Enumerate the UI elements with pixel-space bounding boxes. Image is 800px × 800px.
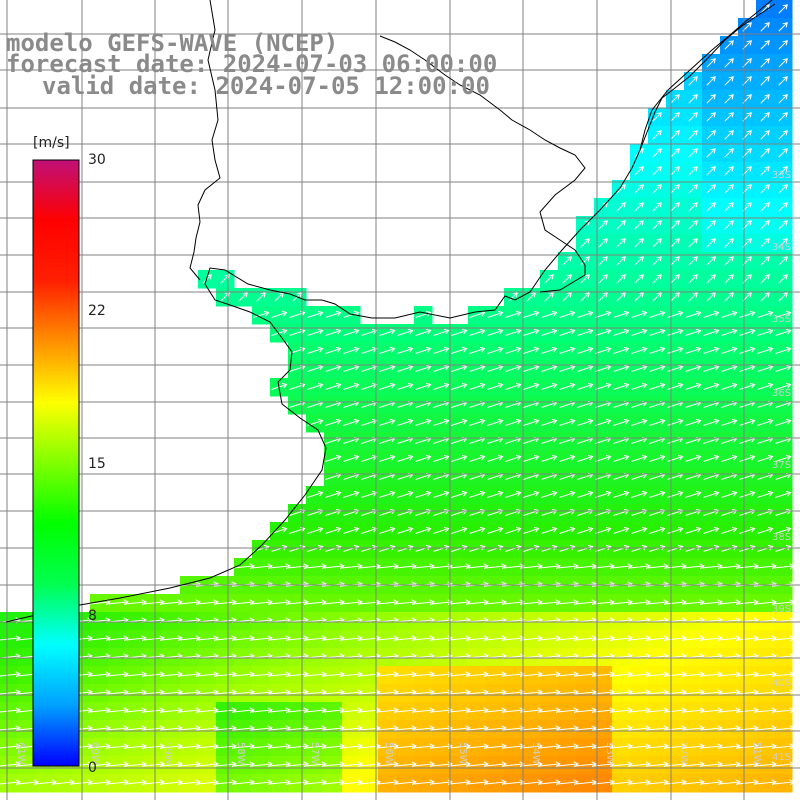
longitude-label: 57W [309, 742, 320, 765]
longitude-label: 58W [235, 742, 246, 765]
latitude-label: 40S [772, 678, 791, 689]
longitude-label: 59W [162, 742, 173, 765]
latitude-label: 34S [772, 242, 791, 253]
colorbar-tick-30: 30 [88, 152, 106, 168]
latitude-label: 37S [772, 460, 791, 471]
longitude-label: 51W [751, 742, 762, 765]
colorbar-tick-22: 22 [88, 303, 106, 319]
longitude-label: 56W [383, 742, 394, 765]
latitude-label: 38S [772, 532, 791, 543]
colorbar-tick-15: 15 [88, 456, 106, 472]
latitude-label: 36S [772, 388, 791, 399]
longitude-label: 61W [15, 742, 26, 765]
colorbar-gradient [32, 159, 80, 767]
latitude-label: 35S [772, 314, 791, 325]
colorbar-unit: [m/s] [33, 135, 70, 151]
latitude-label: 41S [772, 752, 791, 763]
valid-date: valid date: 2024-07-05 12:00:00 [42, 72, 490, 100]
longitude-label: 53W [604, 742, 615, 765]
colorbar-tick-8: 8 [88, 608, 97, 624]
latitude-label: 39S [772, 604, 791, 615]
longitude-label: 52W [678, 742, 689, 765]
longitude-label: 55W [457, 742, 468, 765]
colorbar [32, 159, 80, 767]
longitude-label: 54W [530, 742, 541, 765]
colorbar-tick-0: 0 [88, 760, 97, 776]
latitude-label: 33S [772, 170, 791, 181]
